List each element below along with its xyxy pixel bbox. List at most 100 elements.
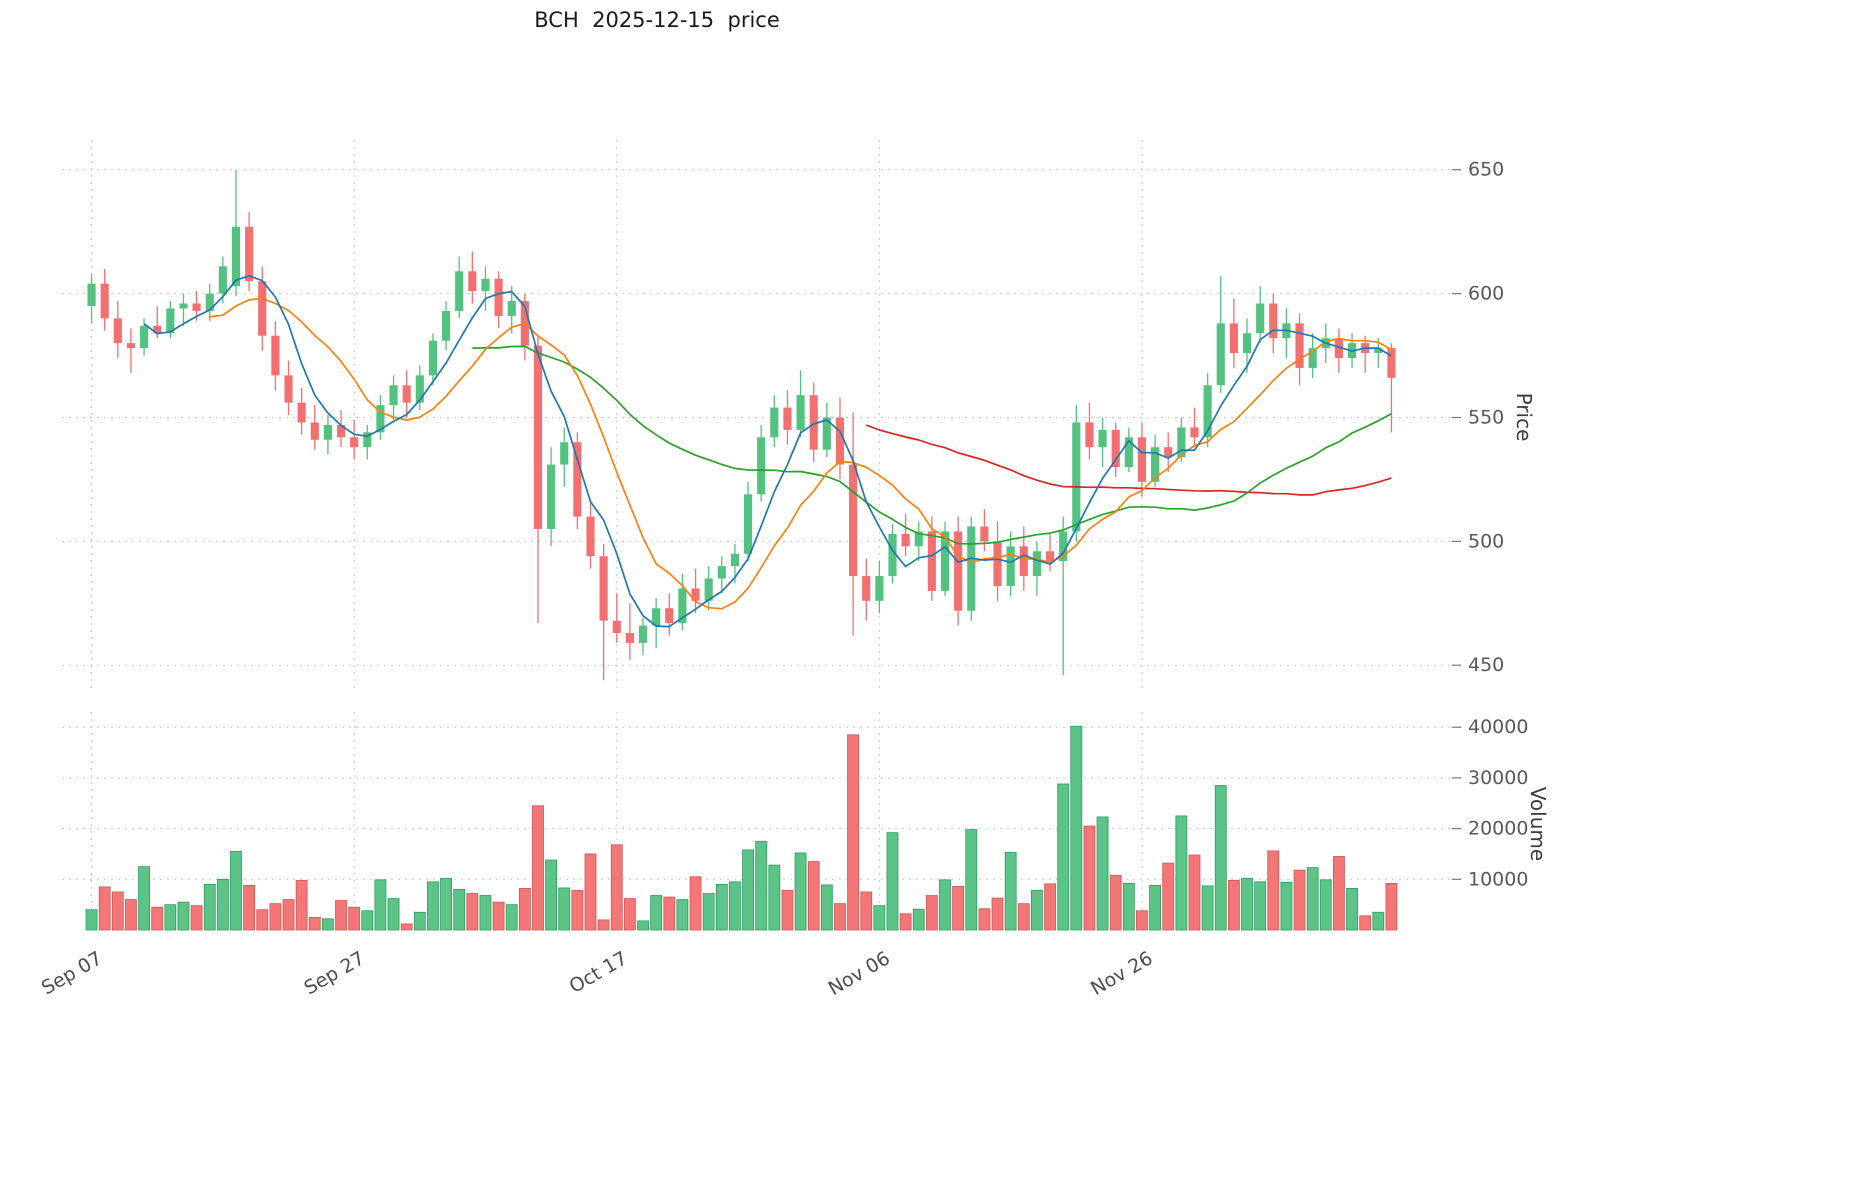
candle [1282,308,1291,359]
candle [862,558,871,621]
volume-bar [912,908,925,931]
candle-body [717,566,726,579]
volume-bar [597,919,610,931]
candle [481,266,490,311]
volume-bar [348,906,361,931]
candle [376,395,385,440]
volume-bar [505,904,518,931]
candle [1164,432,1173,472]
candle [954,516,963,626]
candle-body [389,385,398,406]
candle [533,335,543,624]
moving-averages [143,274,1392,628]
candle-body [218,266,227,294]
candle-body [1111,429,1120,468]
candle-body [927,531,936,591]
volume-bar [427,881,439,931]
ma-line-60 [865,424,1392,496]
volume-bar [781,890,794,931]
candle [1098,417,1107,468]
volume-bar [545,859,558,931]
volume-bar [755,840,768,931]
volume-bar [151,906,164,931]
volume-bar [1096,816,1109,931]
candle [940,521,950,596]
candle [126,328,136,373]
candle-body [1006,546,1015,586]
chart-title: BCH 2025-12-15 price [534,8,780,32]
candle-body [428,340,438,376]
volume-bar [873,905,886,931]
price-tick-label: 650 [1468,159,1504,181]
volume-bar [715,883,728,931]
candle-body [967,526,976,611]
volume-bar [1122,882,1135,931]
candlestick-series [87,169,1396,681]
volume-bar [676,899,689,931]
volume-bar [295,879,308,931]
volume-bar [1372,911,1385,931]
candle [1151,434,1160,487]
candle [743,481,753,562]
candle-body [140,325,149,349]
volume-bar [492,901,505,931]
candle-body [691,588,700,601]
volume-bar [518,888,531,931]
candle-body [1334,338,1343,359]
candle-body [573,442,582,517]
volume-bar [702,893,715,931]
candle [1059,516,1068,676]
candle [507,286,516,334]
candle [1229,298,1238,368]
volume-bar [256,909,269,931]
volume-bar [387,898,400,931]
candle-body [678,588,687,624]
volume-bar [1214,785,1227,931]
volume-bar [978,908,991,931]
volume-bar [834,903,846,931]
candle [363,424,372,460]
volume-bar [125,899,137,931]
candle [87,273,96,324]
candle-body [862,576,871,601]
candle [717,556,726,594]
candle [560,427,569,487]
volume-bar [584,853,597,931]
candle-body [271,335,280,376]
candle [494,271,503,329]
volume-bar [1385,882,1398,931]
ma-line-30 [472,345,1392,545]
volume-bar [440,877,452,931]
candle-body [560,442,569,465]
candle [770,395,779,448]
candle [1256,286,1265,344]
volume-tick-label: 20000 [1468,818,1528,840]
candle [665,593,674,636]
candle [835,397,845,480]
candle [1072,405,1081,542]
candle-body [415,375,424,403]
volume-bar [374,879,387,931]
candle-body [126,343,136,349]
candle [310,405,319,450]
volume-bar [111,891,124,931]
volume-bar [650,895,663,931]
candle-body [1019,546,1028,577]
candle [402,370,411,418]
candle-body [1229,323,1238,354]
volume-tick-label: 10000 [1468,868,1528,890]
candle [1269,293,1278,354]
volume-bar [820,884,833,931]
candle [468,251,477,304]
volume-bar [663,896,676,931]
candle [822,402,831,458]
volume-bar [1319,879,1332,931]
candle-body [770,407,779,438]
candle-body [1098,429,1107,448]
candle-body [954,531,963,611]
volume-bar [532,805,544,931]
candle [323,415,332,455]
candle-body [1387,348,1396,378]
volume-bar [1201,885,1214,931]
